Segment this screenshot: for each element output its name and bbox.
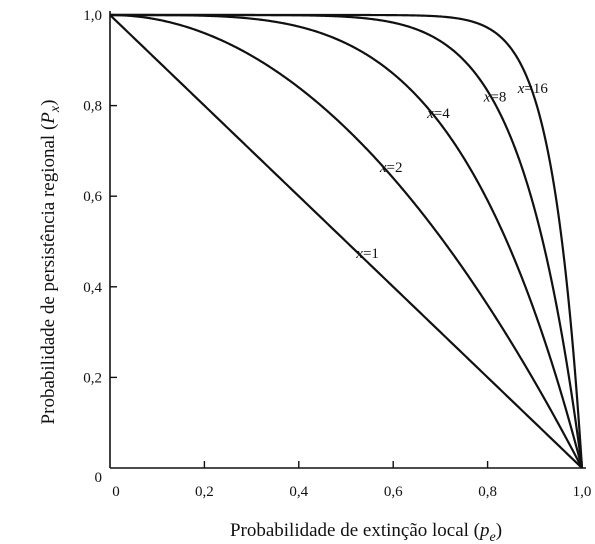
y-tick-label: 0,6 bbox=[83, 189, 102, 205]
y-tick-label: 0 bbox=[95, 470, 103, 486]
series-curves bbox=[109, 13, 584, 469]
y-axis-label: Probabilidade de persistência regional (… bbox=[38, 100, 63, 425]
series-label-x1: x=1 bbox=[355, 246, 379, 262]
series-label-x8: x=8 bbox=[483, 90, 507, 106]
y-tick-label: 1,0 bbox=[83, 8, 102, 24]
series-line-x2 bbox=[110, 13, 583, 469]
series-label-x2: x=2 bbox=[379, 160, 403, 176]
axes bbox=[109, 11, 586, 469]
series-label-x4: x=4 bbox=[426, 106, 450, 122]
y-axis-ticks: 0 0,2 0,4 0,6 0,8 1,0 bbox=[83, 8, 117, 486]
x-tick-label: 0,8 bbox=[478, 484, 497, 500]
series-line-x1 bbox=[109, 14, 583, 469]
x-axis-ticks: 0 0,2 0,4 0,6 0,8 1,0 bbox=[112, 461, 591, 500]
x-tick-label: 1,0 bbox=[573, 484, 592, 500]
x-tick-label: 0,2 bbox=[195, 484, 214, 500]
series-labels: x=1 x=2 x=4 x=8 x=16 bbox=[355, 81, 548, 262]
x-tick-label: 0,6 bbox=[384, 484, 403, 500]
y-tick-label: 0,8 bbox=[83, 99, 102, 115]
series-label-x16: x=16 bbox=[517, 81, 549, 97]
x-axis-label: Probabilidade de extinção local (pe) bbox=[230, 520, 502, 544]
y-tick-label: 0,4 bbox=[83, 280, 102, 296]
series-line-x16 bbox=[110, 13, 584, 469]
y-tick-label: 0,2 bbox=[83, 370, 102, 386]
x-tick-label: 0 bbox=[112, 484, 120, 500]
x-tick-label: 0,4 bbox=[289, 484, 308, 500]
